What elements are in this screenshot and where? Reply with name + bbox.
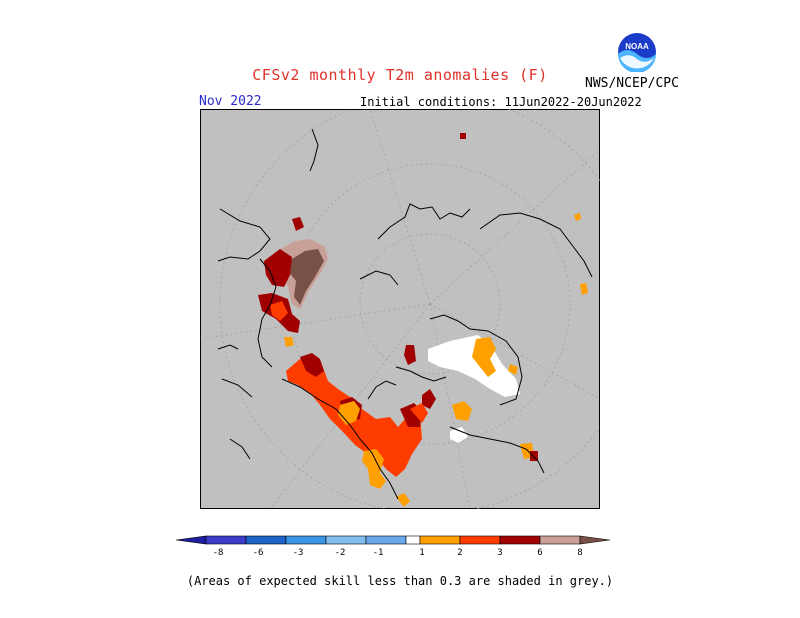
colorbar-tick-label: 6 bbox=[537, 548, 542, 558]
colorbar-bin bbox=[325, 535, 367, 545]
forecast-month: Nov 2022 bbox=[199, 94, 262, 109]
colorbar-bin bbox=[499, 535, 541, 545]
map-title: CFSv2 monthly T2m anomalies (F) bbox=[252, 66, 548, 84]
colorbar-tick-label: -6 bbox=[253, 548, 264, 558]
anomaly-3-6-kara bbox=[404, 345, 416, 365]
anomaly-1-2-central-asia bbox=[452, 401, 472, 421]
colorbar-tick-label: -2 bbox=[335, 548, 346, 558]
colorbar-tick-label: -1 bbox=[373, 548, 384, 558]
colorbar-bin bbox=[419, 535, 461, 545]
anomaly-3-6-arctic-siberia bbox=[422, 389, 436, 409]
anomaly-3-6-canada-west bbox=[264, 249, 292, 287]
near-normal-region-central-asia bbox=[450, 427, 468, 443]
anomaly-1-2-siberia-b bbox=[508, 364, 518, 375]
colorbar-bin bbox=[205, 535, 247, 545]
colorbar-bin bbox=[285, 535, 327, 545]
anomaly-2-3-canada-east bbox=[270, 301, 288, 321]
anomaly-2-3-siberia-west bbox=[410, 403, 428, 423]
colorbar: -8 -6 -3 -2 -1 1 2 3 6 8 bbox=[175, 535, 611, 558]
colorbar-tick-label: -8 bbox=[213, 548, 224, 558]
colorbar-tick-label: 2 bbox=[457, 548, 462, 558]
colorbar-bin bbox=[365, 535, 407, 545]
latitude-gridlines bbox=[219, 109, 600, 509]
polar-map bbox=[200, 109, 600, 509]
skill-footnote: (Areas of expected skill less than 0.3 a… bbox=[186, 574, 614, 588]
coastlines bbox=[217, 128, 593, 500]
noaa-logo-icon: NOAA bbox=[618, 33, 656, 72]
colorbar-bin bbox=[245, 535, 287, 545]
svg-text:NOAA: NOAA bbox=[625, 42, 649, 51]
colorbar-tick-label: 8 bbox=[577, 548, 582, 558]
colorbar-bin bbox=[459, 535, 501, 545]
colorbar-arrow-right bbox=[579, 535, 611, 545]
organization-label: NWS/NCEP/CPC bbox=[585, 76, 679, 91]
anomaly-1-2-pacific bbox=[580, 283, 588, 295]
colorbar-bin bbox=[405, 535, 421, 545]
anomaly-1-2-canada-east bbox=[284, 337, 294, 347]
anomaly-1-2-mongolia bbox=[396, 493, 410, 507]
anomaly-3-6-europe bbox=[300, 353, 324, 377]
anomaly-1-2-alaska bbox=[574, 213, 581, 221]
colorbar-arrow-left bbox=[175, 535, 207, 545]
initial-conditions: Initial conditions: 11Jun2022-20Jun2022 bbox=[360, 95, 642, 109]
anomaly-1-2-europe-south bbox=[362, 449, 386, 489]
near-normal-region-siberia bbox=[428, 335, 520, 397]
anomaly-above-8-canada bbox=[288, 249, 324, 305]
colorbar-bin bbox=[539, 535, 581, 545]
anomaly-3-6-arctic-islands bbox=[460, 133, 466, 139]
anomaly-1-2-siberia bbox=[472, 337, 496, 377]
colorbar-tick-label: 1 bbox=[419, 548, 424, 558]
colorbar-tick-label: 3 bbox=[497, 548, 502, 558]
colorbar-tick-label: -3 bbox=[293, 548, 304, 558]
anomaly-1-2-europe-west bbox=[338, 401, 360, 425]
anomaly-3-6-canada-north bbox=[292, 217, 304, 231]
